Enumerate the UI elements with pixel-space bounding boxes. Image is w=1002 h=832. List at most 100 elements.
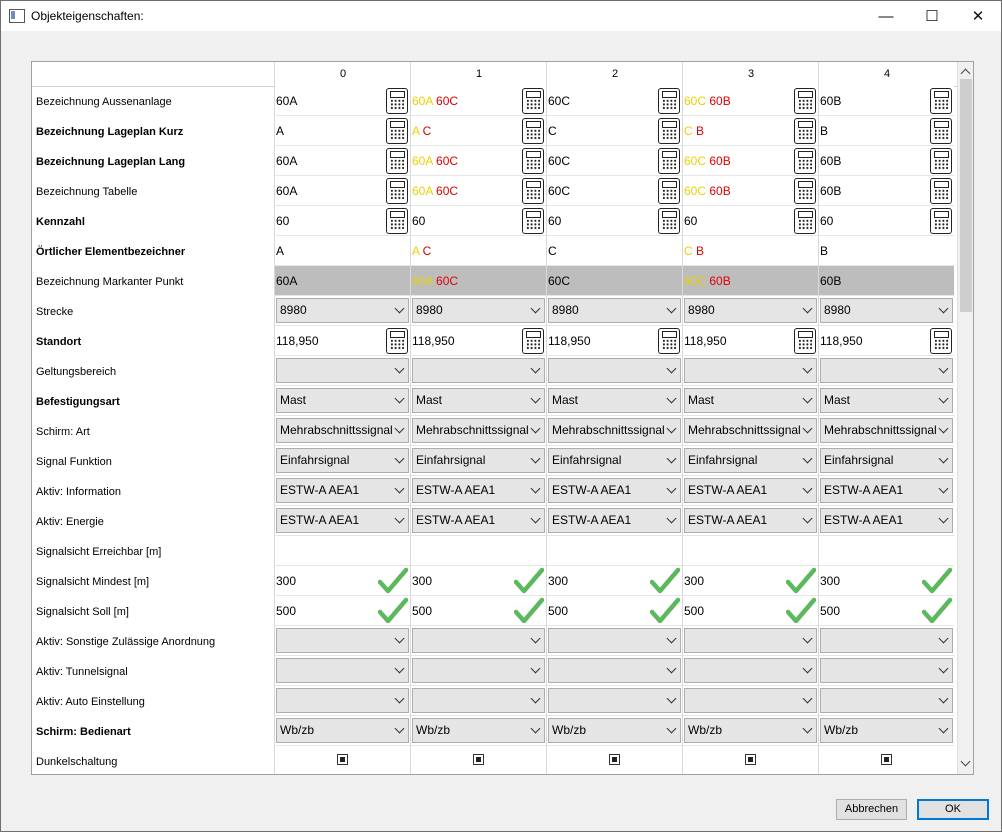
- dropdown-select[interactable]: Wb/zb: [820, 718, 953, 743]
- value-cell[interactable]: [410, 686, 546, 716]
- chevron-down-icon[interactable]: [666, 483, 677, 494]
- chevron-down-icon[interactable]: [802, 663, 813, 674]
- calculator-icon[interactable]: [658, 148, 680, 174]
- value-cell[interactable]: [546, 626, 682, 656]
- value-cell[interactable]: 500: [410, 596, 546, 626]
- value-cell[interactable]: C B: [682, 116, 818, 146]
- value-cell[interactable]: A C: [410, 236, 546, 266]
- dropdown-select[interactable]: Mast: [684, 388, 817, 413]
- dropdown-select[interactable]: Mast: [412, 388, 545, 413]
- value-cell[interactable]: 118,950: [818, 326, 954, 356]
- chevron-down-icon[interactable]: [666, 513, 677, 524]
- dropdown-select[interactable]: [276, 658, 409, 683]
- value-cell[interactable]: ESTW-A AEA1: [818, 476, 954, 506]
- calculator-icon[interactable]: [930, 88, 952, 114]
- value-cell[interactable]: 60A: [274, 176, 410, 206]
- value-cell[interactable]: [410, 656, 546, 686]
- chevron-down-icon[interactable]: [666, 393, 677, 404]
- value-cell[interactable]: 300: [410, 566, 546, 596]
- value-cell[interactable]: 60C: [546, 266, 682, 296]
- calculator-icon[interactable]: [658, 208, 680, 234]
- value-cell[interactable]: 8980: [410, 296, 546, 326]
- value-cell[interactable]: [274, 626, 410, 656]
- value-cell[interactable]: Einfahrsignal: [682, 446, 818, 476]
- calculator-icon[interactable]: [386, 328, 408, 354]
- vertical-scrollbar[interactable]: [957, 62, 973, 774]
- value-cell[interactable]: Einfahrsignal: [274, 446, 410, 476]
- dropdown-select[interactable]: Wb/zb: [548, 718, 681, 743]
- minimize-button[interactable]: —: [878, 7, 894, 25]
- dropdown-select[interactable]: Mehrabschnittssignal: [548, 418, 681, 443]
- dropdown-select[interactable]: ESTW-A AEA1: [684, 478, 817, 503]
- chevron-down-icon[interactable]: [394, 393, 405, 404]
- value-cell[interactable]: ESTW-A AEA1: [410, 506, 546, 536]
- chevron-down-icon[interactable]: [530, 393, 541, 404]
- value-cell[interactable]: 60: [546, 206, 682, 236]
- dropdown-select[interactable]: [412, 688, 545, 713]
- value-cell[interactable]: [410, 356, 546, 386]
- value-cell[interactable]: 60A: [274, 266, 410, 296]
- value-cell[interactable]: 300: [682, 566, 818, 596]
- chevron-down-icon[interactable]: [394, 663, 405, 674]
- column-header-0[interactable]: 0: [274, 62, 411, 86]
- chevron-down-icon[interactable]: [394, 363, 405, 374]
- value-cell[interactable]: [682, 356, 818, 386]
- chevron-down-icon[interactable]: [938, 693, 949, 704]
- value-cell[interactable]: 60C 60B: [682, 176, 818, 206]
- value-cell[interactable]: 60A 60C: [410, 176, 546, 206]
- value-cell[interactable]: Mast: [546, 386, 682, 416]
- dropdown-select[interactable]: [820, 688, 953, 713]
- value-cell[interactable]: [410, 626, 546, 656]
- value-cell[interactable]: 60: [410, 206, 546, 236]
- chevron-down-icon[interactable]: [530, 423, 541, 434]
- value-cell[interactable]: 60C 60B: [682, 266, 818, 296]
- value-cell[interactable]: 300: [818, 566, 954, 596]
- value-cell[interactable]: [818, 656, 954, 686]
- close-button[interactable]: ✕: [971, 8, 985, 25]
- value-cell[interactable]: C B: [682, 236, 818, 266]
- column-header-4[interactable]: 4: [818, 62, 955, 86]
- dropdown-select[interactable]: Mast: [820, 388, 953, 413]
- dropdown-select[interactable]: Einfahrsignal: [820, 448, 953, 473]
- value-cell[interactable]: 60B: [818, 86, 954, 116]
- value-cell[interactable]: Mehrabschnittssignal: [546, 416, 682, 446]
- chevron-down-icon[interactable]: [938, 303, 949, 314]
- dropdown-select[interactable]: 8980: [276, 298, 409, 323]
- dropdown-select[interactable]: Mehrabschnittssignal: [276, 418, 409, 443]
- value-cell[interactable]: 8980: [274, 296, 410, 326]
- chevron-down-icon[interactable]: [938, 453, 949, 464]
- chevron-down-icon[interactable]: [666, 453, 677, 464]
- chevron-down-icon[interactable]: [394, 453, 405, 464]
- calculator-icon[interactable]: [658, 88, 680, 114]
- chevron-down-icon[interactable]: [938, 663, 949, 674]
- chevron-down-icon[interactable]: [802, 633, 813, 644]
- calculator-icon[interactable]: [658, 118, 680, 144]
- value-cell[interactable]: Mehrabschnittssignal: [274, 416, 410, 446]
- value-cell[interactable]: 118,950: [682, 326, 818, 356]
- dropdown-select[interactable]: [548, 628, 681, 653]
- value-cell[interactable]: [546, 746, 682, 774]
- value-cell[interactable]: 500: [682, 596, 818, 626]
- value-cell[interactable]: A: [274, 116, 410, 146]
- dropdown-select[interactable]: Mehrabschnittssignal: [412, 418, 545, 443]
- dropdown-select[interactable]: [684, 688, 817, 713]
- chevron-down-icon[interactable]: [666, 723, 677, 734]
- value-cell[interactable]: 60C 60B: [682, 146, 818, 176]
- calculator-icon[interactable]: [794, 328, 816, 354]
- chevron-down-icon[interactable]: [530, 693, 541, 704]
- value-cell[interactable]: Wb/zb: [546, 716, 682, 746]
- value-cell[interactable]: 60: [274, 206, 410, 236]
- chevron-down-icon[interactable]: [802, 393, 813, 404]
- chevron-down-icon[interactable]: [802, 363, 813, 374]
- value-cell[interactable]: [274, 656, 410, 686]
- value-cell[interactable]: 60C: [546, 176, 682, 206]
- value-cell[interactable]: 500: [274, 596, 410, 626]
- value-cell[interactable]: 60A 60C: [410, 86, 546, 116]
- value-cell[interactable]: Wb/zb: [818, 716, 954, 746]
- calculator-icon[interactable]: [522, 118, 544, 144]
- chevron-down-icon[interactable]: [938, 723, 949, 734]
- value-cell[interactable]: 8980: [682, 296, 818, 326]
- dropdown-select[interactable]: Mast: [548, 388, 681, 413]
- calculator-icon[interactable]: [658, 328, 680, 354]
- dropdown-select[interactable]: ESTW-A AEA1: [548, 478, 681, 503]
